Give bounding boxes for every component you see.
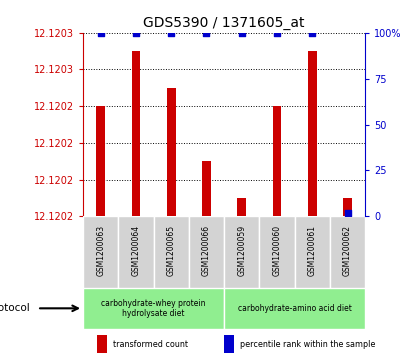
Bar [83, 288, 224, 329]
Bar [259, 216, 295, 288]
Point [133, 30, 139, 36]
Point [97, 30, 104, 36]
Text: GSM1200060: GSM1200060 [273, 225, 281, 276]
Point [203, 30, 210, 36]
Text: GSM1200066: GSM1200066 [202, 225, 211, 276]
Text: GSM1200065: GSM1200065 [167, 225, 176, 276]
Text: GSM1200063: GSM1200063 [96, 225, 105, 276]
Point [309, 30, 315, 36]
Bar [224, 335, 234, 353]
Bar [202, 161, 211, 216]
Bar [189, 216, 224, 288]
Text: GSM1200059: GSM1200059 [237, 225, 246, 276]
Text: carbohydrate-amino acid diet: carbohydrate-amino acid diet [238, 304, 352, 313]
Bar [343, 198, 352, 216]
Text: GSM1200062: GSM1200062 [343, 225, 352, 276]
Bar [118, 216, 154, 288]
Text: GSM1200064: GSM1200064 [132, 225, 140, 276]
Point [274, 30, 281, 36]
Bar [224, 216, 259, 288]
Title: GDS5390 / 1371605_at: GDS5390 / 1371605_at [143, 16, 305, 30]
Point [344, 210, 351, 216]
Text: protocol: protocol [0, 303, 30, 313]
Text: GSM1200061: GSM1200061 [308, 225, 317, 276]
Bar [273, 106, 281, 216]
Text: percentile rank within the sample: percentile rank within the sample [239, 339, 375, 348]
Bar [308, 51, 317, 216]
Bar [295, 216, 330, 288]
Bar [96, 106, 105, 216]
Bar [237, 198, 246, 216]
Point [168, 30, 174, 36]
Text: transformed count: transformed count [112, 339, 188, 348]
Bar [330, 216, 365, 288]
Bar [97, 335, 107, 353]
Text: carbohydrate-whey protein
hydrolysate diet: carbohydrate-whey protein hydrolysate di… [101, 299, 206, 318]
Bar [83, 216, 118, 288]
Bar [132, 51, 140, 216]
Bar [154, 216, 189, 288]
Point [238, 30, 245, 36]
Bar [167, 88, 176, 216]
Bar [224, 288, 365, 329]
